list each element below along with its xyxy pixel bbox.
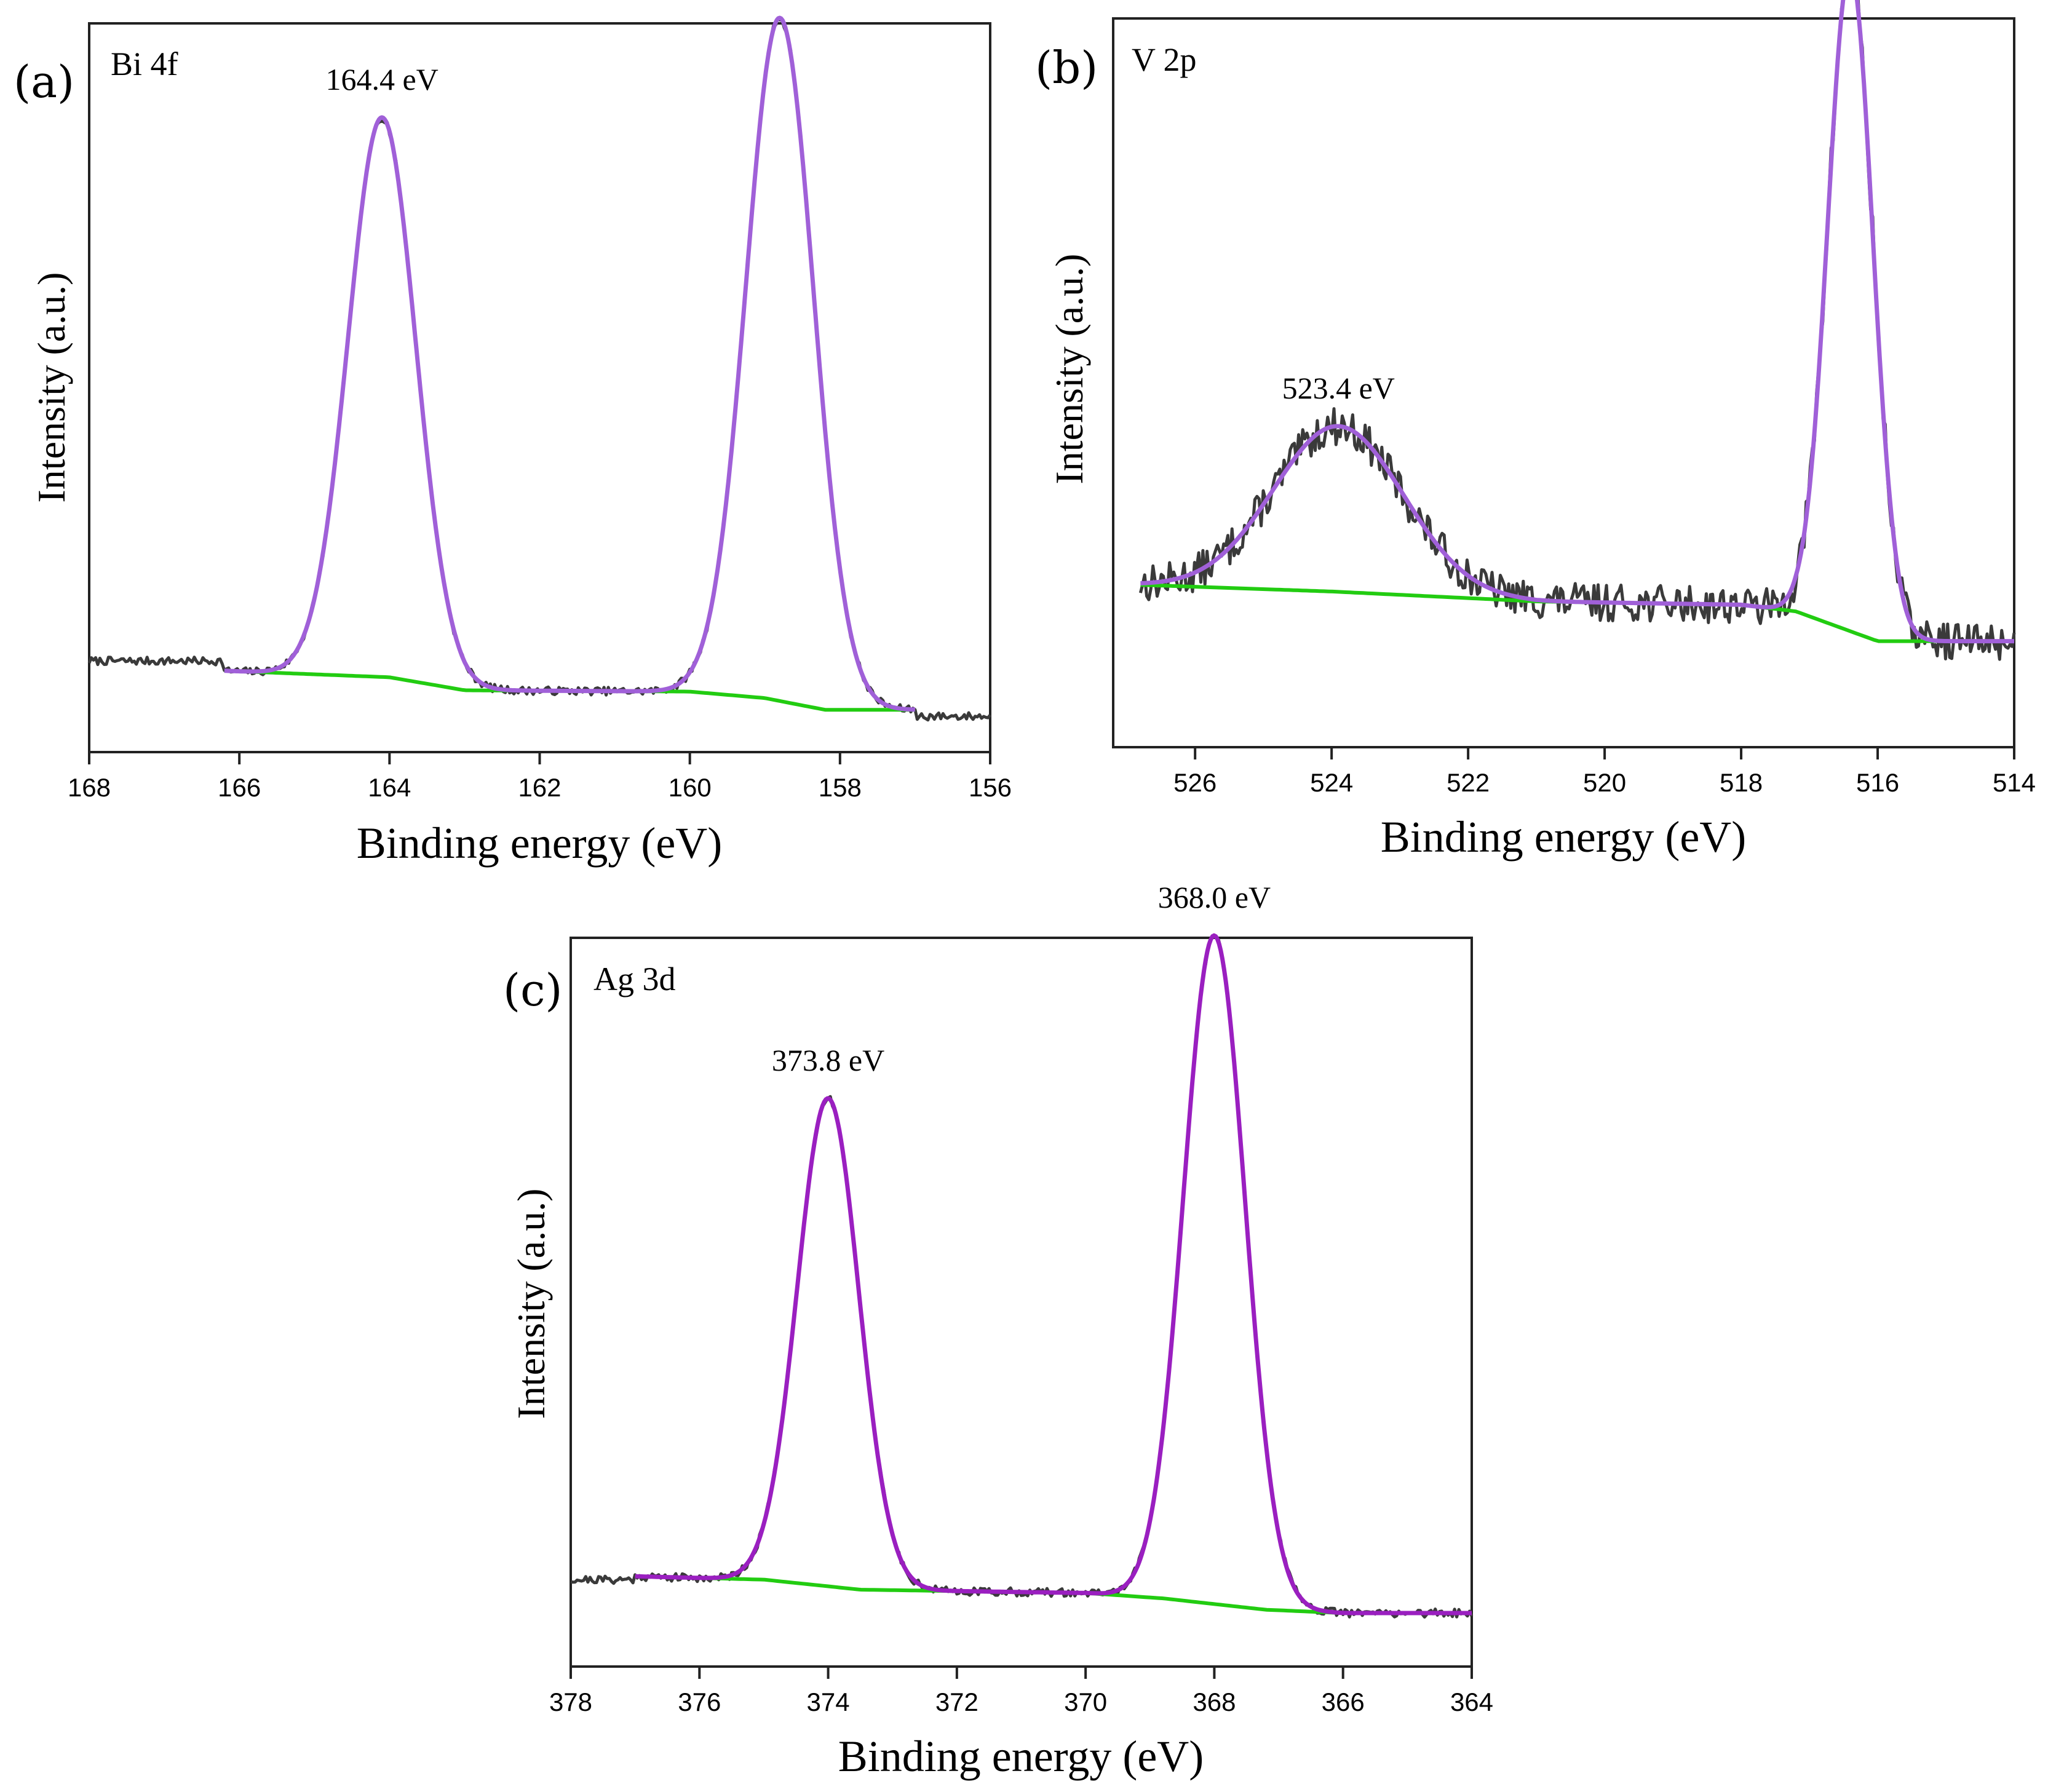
x-tick-label: 516 (1856, 768, 1899, 797)
x-axis-title: Binding energy (eV) (1381, 812, 1747, 862)
x-ticks: 378 376 374 372 370 368 366 364 (549, 1667, 1493, 1716)
region-label: Bi 4f (111, 46, 178, 82)
x-tick-label: 168 (68, 773, 111, 802)
x-tick-label: 372 (935, 1687, 978, 1716)
measured-spectrum-line (570, 934, 1474, 1619)
panel-a-bi-4f: (a) Bi 4f 168 166 164 162 160 158 156 164.4 eV… (14, 15, 1012, 868)
x-axis-title: Binding energy (eV) (357, 819, 723, 868)
x-tick-label: 370 (1064, 1687, 1107, 1716)
region-label: V 2p (1132, 41, 1197, 78)
panel-letter: (a) (14, 56, 74, 108)
plot-frame (570, 937, 1473, 1668)
x-tick-label: 160 (669, 773, 712, 802)
x-tick-label: 158 (819, 773, 862, 802)
x-tick-label: 156 (969, 773, 1012, 802)
peak-label: 368.0 eV (1158, 880, 1271, 914)
x-tick-label: 378 (549, 1687, 592, 1716)
plot-frame (1112, 17, 2015, 748)
x-axis-title: Binding energy (eV) (838, 1732, 1204, 1781)
x-tick-label: 526 (1173, 768, 1217, 797)
x-tick-label: 518 (1720, 768, 1763, 797)
peak-labels: 373.8 eV 368.0 eV (772, 880, 1271, 1077)
x-tick-label: 520 (1583, 768, 1626, 797)
x-tick-label: 368 (1193, 1687, 1236, 1716)
x-tick-label: 374 (807, 1687, 850, 1716)
x-tick-label: 164 (368, 773, 411, 802)
peak-labels: 523.4 eV516.6 eV (1282, 371, 1395, 405)
spectrum-lines (87, 15, 991, 722)
measured-spectrum-line (87, 17, 991, 722)
region-label: Ag 3d (593, 961, 676, 997)
y-axis-title: Intensity (a.u.) (509, 1189, 553, 1419)
peak-label: 164.4 eV (325, 62, 438, 97)
x-tick-label: 514 (1993, 768, 2036, 797)
x-tick-label: 364 (1450, 1687, 1493, 1716)
panel-letter: (c) (503, 964, 563, 1016)
x-tick-label: 166 (218, 773, 261, 802)
x-tick-label: 366 (1322, 1687, 1365, 1716)
peak-labels: 164.4 eV159.0 eV (325, 62, 438, 97)
x-tick-label: 522 (1447, 768, 1490, 797)
panel-letter: (b) (1035, 42, 1098, 93)
y-axis-title: Intensity (a.u.) (1047, 254, 1091, 485)
x-tick-label: 376 (678, 1687, 721, 1716)
spectrum-lines (570, 933, 1474, 1619)
peak-label: 523.4 eV (1282, 371, 1395, 405)
fitted-envelope-line (223, 15, 916, 712)
plot-frame (88, 22, 991, 753)
x-ticks: 526 524 522 520 518 516 514 (1173, 747, 2036, 797)
measured-spectrum-line (1138, 0, 2016, 661)
y-axis-title: Intensity (a.u.) (30, 272, 73, 503)
fitted-envelope-line (634, 933, 1472, 1616)
peak-label: 373.8 eV (772, 1043, 884, 1077)
fitted-envelope-line (1140, 0, 2015, 644)
panel-c-ag-3d: (c) Ag 3d 378 376 374 372 370 368 366 364 373.8… (503, 880, 1493, 1781)
spectrum-lines (1138, 0, 2016, 661)
x-ticks: 168 166 164 162 160 158 156 (68, 752, 1012, 802)
x-tick-label: 524 (1310, 768, 1353, 797)
x-tick-label: 162 (518, 773, 561, 802)
